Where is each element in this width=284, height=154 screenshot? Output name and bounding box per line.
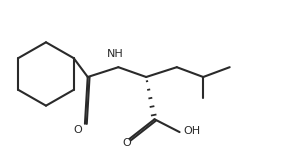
Text: OH: OH (183, 126, 201, 136)
Text: O: O (74, 125, 82, 135)
Text: NH: NH (107, 49, 124, 59)
Text: O: O (122, 138, 131, 148)
